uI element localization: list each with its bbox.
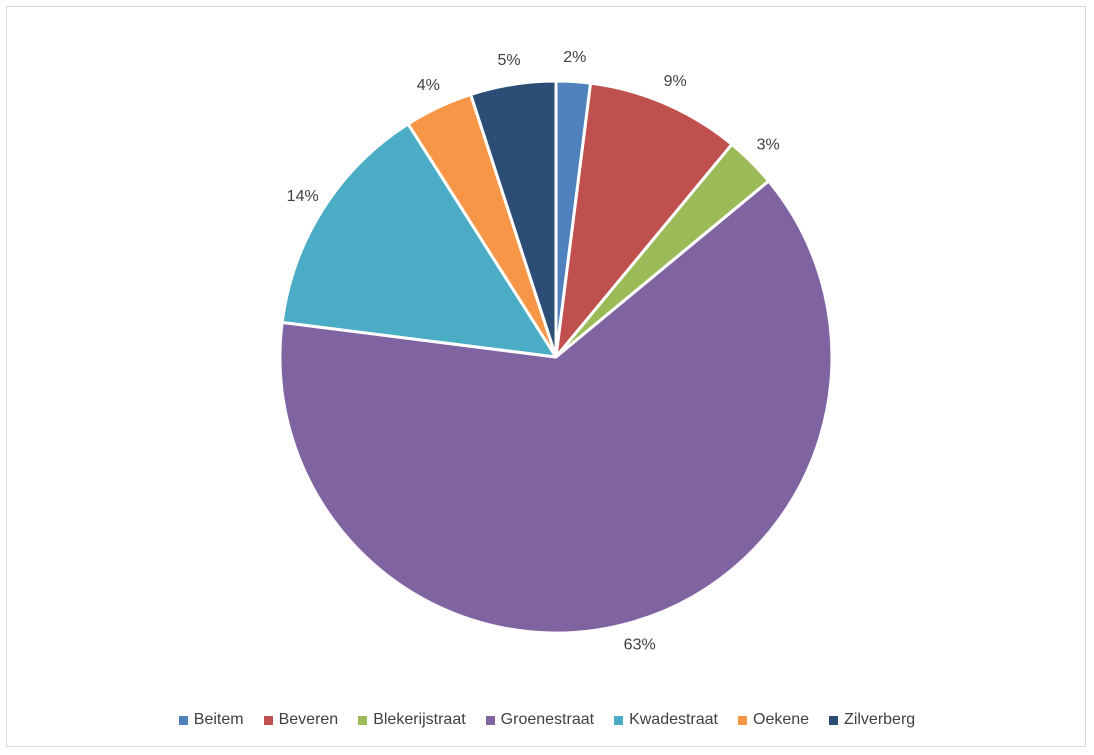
legend-swatch <box>738 715 747 725</box>
legend-item-oekene: Oekene <box>738 711 809 729</box>
legend-item-zilverberg: Zilverberg <box>829 711 915 729</box>
legend-swatch <box>263 715 273 725</box>
legend-label: Beveren <box>278 711 339 728</box>
legend-label: Kwadestraat <box>629 711 718 728</box>
pie-slice-kwadestraat <box>280 122 558 359</box>
data-label-blekerijstraat: 3% <box>757 136 780 153</box>
pie-slice-groenestraat <box>278 179 834 635</box>
legend-item-groenestraat: Groenestraat <box>485 711 595 729</box>
legend-label: Groenestraat <box>500 711 595 728</box>
legend-label: Zilverberg <box>844 711 916 728</box>
legend-swatch <box>178 715 188 725</box>
data-label-kwadestraat: 14% <box>287 188 319 205</box>
legend-item-beitem: Beitem <box>178 711 244 729</box>
legend-swatch <box>358 715 368 725</box>
data-label-beitem: 2% <box>563 49 586 66</box>
legend-swatch <box>829 715 839 725</box>
data-label-beveren: 9% <box>664 73 687 90</box>
legend-item-blekerijstraat: Blekerijstraat <box>358 711 466 729</box>
legend-label: Beitem <box>193 711 244 728</box>
legend-swatch <box>614 715 624 725</box>
pie-slice-beveren <box>554 81 734 359</box>
legend-label: Oekene <box>753 711 810 728</box>
data-label-zilverberg: 5% <box>498 52 521 69</box>
legend-item-kwadestraat: Kwadestraat <box>614 711 718 729</box>
legend: Beitem Beveren Blekerijstraat Groenestraat K… <box>0 708 1094 732</box>
data-label-oekene: 4% <box>417 77 440 94</box>
legend-swatch <box>485 715 495 725</box>
pie-chart: 2% 9% 3% 63% 14% 4% 5% <box>278 49 834 654</box>
legend-item-beveren: Beveren <box>263 711 339 729</box>
legend-label: Blekerijstraat <box>373 711 466 728</box>
data-label-groenestraat: 63% <box>624 637 656 654</box>
pie-slice-zilverberg <box>469 79 558 359</box>
